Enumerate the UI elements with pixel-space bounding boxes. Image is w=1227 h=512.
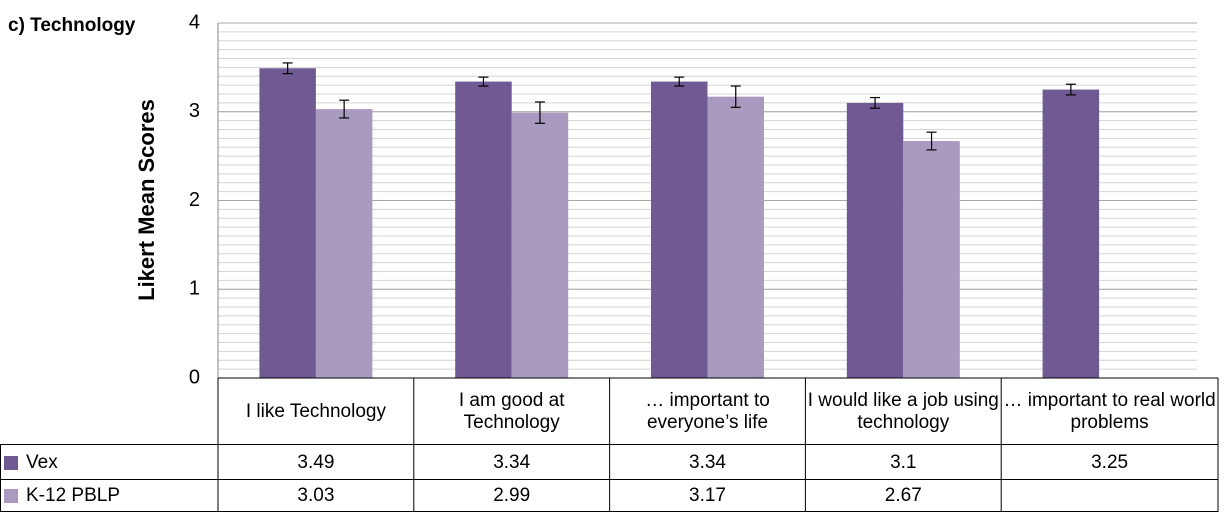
y-tick-label: 4: [189, 11, 200, 33]
legend-swatch: [4, 455, 18, 470]
data-label: 2.67: [884, 485, 922, 506]
y-tick-label: 2: [189, 189, 200, 211]
bar: [511, 112, 569, 378]
bar: [315, 109, 373, 379]
y-tick-label: 1: [189, 278, 200, 300]
legend-entry: K-12 PBLP: [0, 480, 120, 512]
bar: [259, 68, 316, 378]
data-label: 3.34: [689, 451, 726, 473]
data-label: 3.34: [493, 451, 531, 473]
data-label: 3.49: [297, 451, 335, 473]
error-bar: [282, 62, 293, 75]
error-bar: [339, 99, 350, 119]
legend-entry: Vex: [0, 445, 58, 480]
data-label: 3.1: [890, 451, 917, 473]
error-bar: [534, 101, 545, 124]
x-tick-label: I would like a job using technology: [807, 389, 999, 433]
bar: [1042, 89, 1100, 378]
y-tick-label: 3: [189, 100, 200, 122]
error-bar: [926, 131, 937, 151]
y-axis-label: Likert Mean Scores: [134, 99, 159, 301]
error-bar: [1065, 83, 1076, 96]
data-label: 3.17: [689, 485, 726, 506]
bar: [651, 81, 708, 378]
data-label: 3.25: [1091, 451, 1129, 473]
x-tick-label: … important to real world problems: [1003, 389, 1216, 433]
chart-title: c) Technology: [8, 15, 136, 36]
legend-label: K-12 PBLP: [26, 485, 120, 506]
x-tick-label: I am good at Technology: [458, 389, 565, 433]
x-tick-label: I like Technology: [245, 400, 386, 422]
x-tick-label: … important to everyone’s life: [645, 389, 770, 433]
bar: [903, 141, 960, 378]
error-bar: [478, 76, 489, 87]
bar: [846, 102, 904, 378]
error-bar: [674, 76, 685, 87]
data-label: 2.99: [493, 485, 531, 506]
legend-label: Vex: [26, 451, 58, 473]
bar: [455, 81, 512, 378]
legend-swatch: [4, 489, 18, 503]
data-label: 3.03: [297, 485, 335, 506]
error-bar: [870, 96, 881, 109]
error-bar: [730, 85, 741, 108]
y-tick-label: 0: [189, 366, 200, 388]
bar: [707, 96, 764, 378]
